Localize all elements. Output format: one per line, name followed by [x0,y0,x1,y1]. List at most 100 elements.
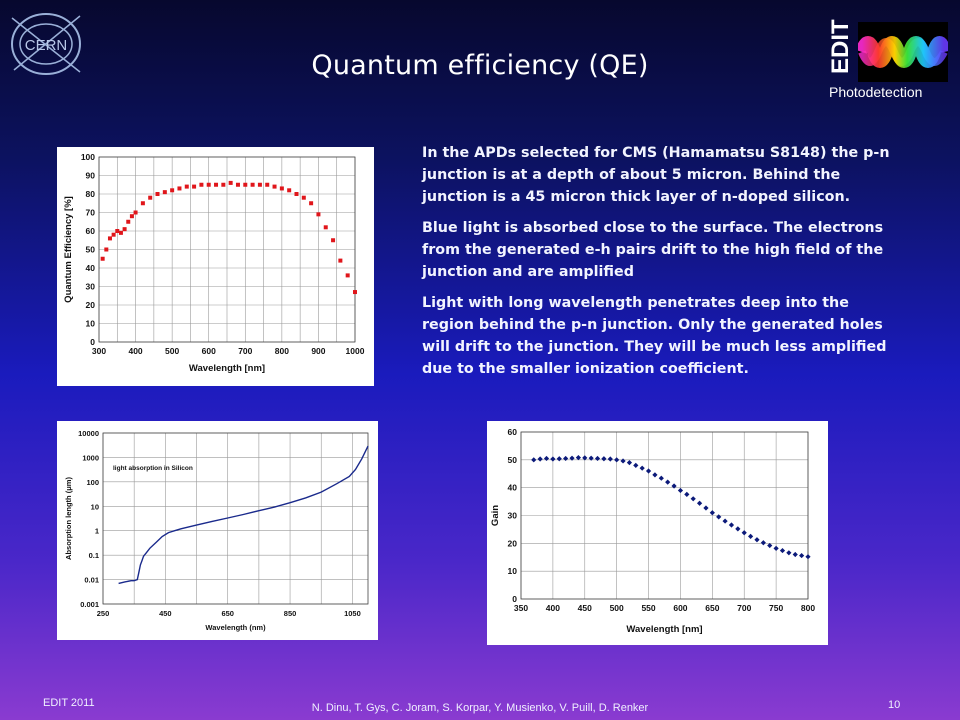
data-point [556,456,562,462]
gain-chart: 0 10 20 30 40 50 60 350 400 450 500 550 600 650 700 750… [490,427,815,635]
x-tick-label: 400 [546,603,560,613]
data-point [170,188,175,193]
data-point [722,518,728,524]
x-tick-label: 650 [221,609,234,618]
y-tick-label: 0.1 [89,551,99,560]
x-tick-label: 500 [610,603,624,613]
data-point [684,491,690,497]
data-point [531,457,537,463]
data-point [773,545,779,551]
y-tick-label: 0.001 [80,600,99,609]
data-point [550,456,556,462]
data-point [309,201,314,206]
data-point [104,247,109,252]
data-point [100,256,105,261]
data-point [748,533,754,539]
x-tick-label: 250 [97,609,110,618]
data-point [206,182,211,187]
data-point [639,465,645,471]
data-point [792,551,798,558]
data-point [133,210,138,215]
data-point [620,458,626,464]
data-point [741,530,747,536]
data-point [228,180,233,185]
x-tick-label: 800 [275,346,289,356]
footer-left: EDIT 2011 [43,697,95,709]
data-point [786,550,792,556]
data-point [155,192,160,196]
data-point [563,455,569,462]
y-tick-label: 0 [512,594,517,604]
x-tick-label: 700 [238,346,252,356]
data-point [760,540,766,546]
x-axis-label: Wavelength (nm) [205,623,266,632]
y-tick-label: 1000 [82,453,99,462]
data-point [250,182,255,187]
y-tick-label: 0 [90,337,95,347]
x-tick-label: 550 [641,603,655,613]
plot-frame [102,432,369,605]
cern-logo-text: CERN [25,37,68,54]
data-point [192,184,197,189]
data-point [735,526,741,532]
y-axis-label: Quantum Efficiency [%] [63,196,74,303]
y-tick-label: 20 [86,300,96,310]
x-tick-label: 850 [284,609,297,618]
chart-annotation: light absorption in Silicon [113,465,193,472]
spectrum-icon [858,22,948,82]
data-point [111,232,116,237]
data-point [677,487,684,494]
data-point [177,186,182,191]
data-point [652,472,658,478]
y-tick-label: 50 [508,455,518,465]
data-point [767,542,773,549]
x-tick-label: 600 [202,346,216,356]
x-tick-label: 350 [514,603,528,613]
gain-chart-panel: 0 10 20 30 40 50 60 350 400 450 500 550 600 650 700 750… [487,421,828,645]
y-tick-label: 80 [86,189,96,199]
x-tick-label: 450 [159,609,172,618]
y-tick-label: 10 [91,502,99,511]
x-tick-label: 450 [578,603,592,613]
y-tick-label: 40 [508,483,518,493]
qe-chart: 0 10 20 30 40 50 60 70 80 90 100 300 400 500 600 700 800… [63,152,365,374]
data-point [633,462,639,468]
data-point [607,456,613,462]
data-point [126,219,131,224]
data-point [569,455,575,461]
data-point [645,468,652,474]
data-point [353,290,357,295]
body-paragraph-2: Blue light is absorbed close to the surf… [422,220,884,280]
y-tick-label: 50 [86,245,96,255]
edit-logo-text: EDIT [827,19,854,74]
x-axis-label: Wavelength [nm] [626,624,702,635]
data-point [235,182,240,187]
y-tick-label: 60 [86,226,96,236]
x-tick-label: 700 [737,603,751,613]
y-tick-label: 90 [86,171,96,181]
footer-authors: N. Dinu, T. Gys, C. Joram, S. Korpar, Y.… [311,702,649,714]
data-point [779,547,786,554]
data-point [184,184,189,189]
x-tick-label: 750 [769,603,783,613]
data-point [118,230,123,235]
data-point [316,212,321,217]
data-point [107,236,112,241]
data-point [338,258,343,263]
y-tick-label: 10 [86,319,96,329]
y-tick-label: 10000 [78,429,99,438]
data-point [805,554,811,560]
y-tick-label: 70 [86,208,96,218]
data-point [575,455,581,461]
data-point [665,479,671,485]
data-point [588,455,594,461]
data-point [537,456,543,462]
y-axis-label: Gain [490,505,501,526]
data-point [148,195,153,200]
body-paragraph-1: In the APDs selected for CMS (Hamamatsu … [422,145,890,205]
data-point [129,214,134,219]
data-point [122,227,127,232]
x-axis-label: Wavelength [nm] [189,363,265,374]
data-point [140,201,145,206]
data-point [345,273,350,278]
